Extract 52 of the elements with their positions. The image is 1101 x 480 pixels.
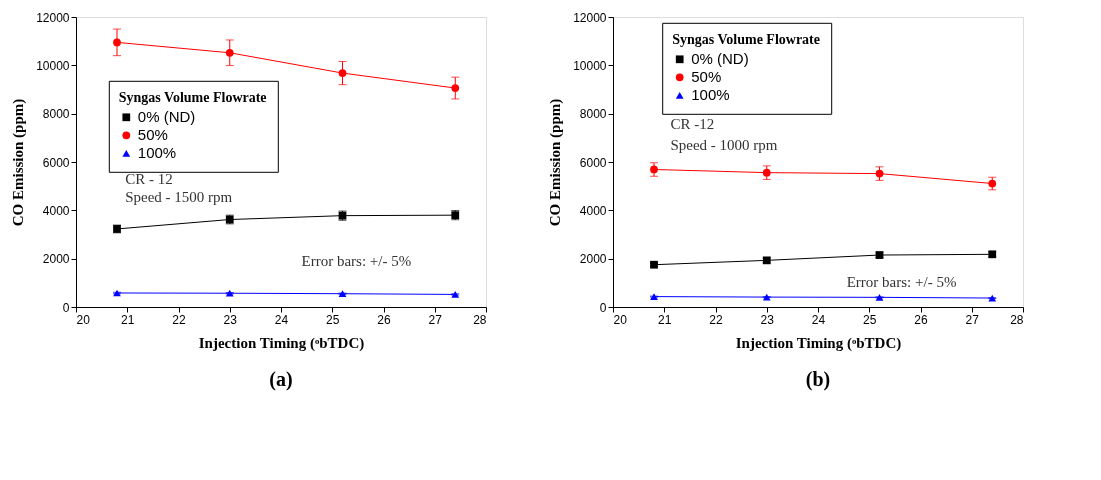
y-tick-label: 8000 bbox=[579, 107, 607, 122]
legend-label: 50% bbox=[137, 126, 168, 144]
x-tick-label: 27 bbox=[428, 312, 443, 327]
y-tick-label: 6000 bbox=[42, 155, 70, 170]
y-tick-label: 2000 bbox=[579, 252, 607, 267]
y-axis-title: CO Emission (ppm) bbox=[10, 98, 28, 227]
y-tick-label: 0 bbox=[599, 300, 607, 315]
annotation: Speed - 1000 rpm bbox=[670, 136, 778, 153]
annotation: Error bars: +/- 5% bbox=[301, 252, 412, 269]
text: (b) bbox=[805, 368, 831, 391]
x-tick-label: 23 bbox=[223, 312, 238, 327]
x-axis-title: Injection Timing (ᵒbTDC) bbox=[735, 334, 902, 352]
annotation: Speed - 1500 rpm bbox=[125, 188, 233, 205]
x-tick-label: 21 bbox=[658, 312, 672, 327]
y-tick-label: 0 bbox=[62, 300, 70, 315]
x-tick-label: 20 bbox=[76, 312, 91, 327]
x-tick-label: 28 bbox=[473, 312, 487, 327]
x-tick-label: 21 bbox=[121, 312, 135, 327]
y-tick-label: 2000 bbox=[42, 252, 70, 267]
annotation: Error bars: +/- 5% bbox=[846, 274, 957, 291]
y-tick-label: 8000 bbox=[42, 107, 70, 122]
y-tick-label: 4000 bbox=[42, 203, 70, 218]
annotation: CR - 12 bbox=[125, 171, 173, 188]
legend-title: Syngas Volume Flowrate bbox=[672, 31, 820, 47]
x-tick-label: 22 bbox=[172, 312, 186, 327]
y-axis-title: CO Emission (ppm) bbox=[547, 98, 565, 227]
x-tick-label: 22 bbox=[709, 312, 723, 327]
y-tick-label: 10000 bbox=[36, 58, 70, 73]
x-tick-label: 25 bbox=[326, 312, 340, 327]
legend-label: 0% (ND) bbox=[137, 108, 196, 126]
y-tick-label: 10000 bbox=[573, 58, 607, 73]
x-tick-label: 28 bbox=[1010, 312, 1024, 327]
x-tick-label: 24 bbox=[811, 312, 826, 327]
y-tick-label: 12000 bbox=[573, 10, 607, 25]
x-tick-label: 23 bbox=[760, 312, 775, 327]
x-tick-label: 26 bbox=[377, 312, 391, 327]
y-tick-label: 4000 bbox=[579, 203, 607, 218]
x-tick-label: 26 bbox=[914, 312, 928, 327]
x-axis-title: Injection Timing (ᵒbTDC) bbox=[198, 334, 365, 352]
legend-title: Syngas Volume Flowrate bbox=[118, 89, 267, 105]
x-tick-label: 20 bbox=[613, 312, 628, 327]
legend-label: 0% (ND) bbox=[691, 50, 749, 68]
legend-label: 100% bbox=[137, 144, 177, 162]
legend-label: 100% bbox=[691, 86, 730, 104]
x-tick-label: 25 bbox=[863, 312, 877, 327]
annotation: CR -12 bbox=[670, 116, 715, 133]
text: (a) bbox=[269, 368, 293, 391]
x-tick-label: 27 bbox=[965, 312, 980, 327]
legend-label: 50% bbox=[691, 68, 722, 86]
y-tick-label: 6000 bbox=[579, 155, 607, 170]
y-tick-label: 12000 bbox=[36, 10, 70, 25]
x-tick-label: 24 bbox=[274, 312, 289, 327]
